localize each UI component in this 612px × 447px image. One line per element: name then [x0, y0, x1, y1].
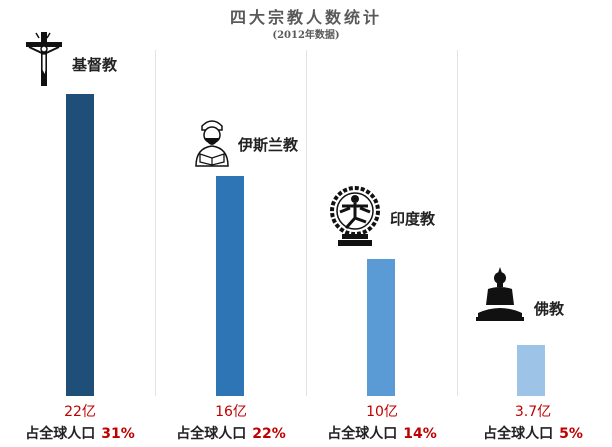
population-share: 占全球人口 14% — [307, 423, 457, 443]
chart-subtitle: (2012年数据) — [272, 30, 340, 41]
religion-name-christianity: 基督教 — [72, 56, 118, 74]
share-percent: 14% — [403, 426, 437, 442]
column-divider — [155, 50, 156, 396]
share-percent: 5% — [559, 426, 583, 442]
buddha-icon — [476, 267, 524, 321]
religion-name-islam: 伊斯兰教 — [238, 136, 299, 154]
bar-buddhism — [517, 345, 545, 396]
share-percent: 22% — [252, 426, 286, 442]
bar-christianity — [66, 94, 94, 396]
population-share: 占全球人口 31% — [5, 423, 155, 443]
religion-name-buddhism: 佛教 — [534, 300, 565, 318]
bar-hinduism — [367, 258, 395, 396]
value-label: 16亿 — [215, 404, 247, 420]
population-share: 占全球人口 22% — [156, 423, 306, 443]
population-share: 占全球人口 5% — [458, 423, 608, 443]
share-label: 占全球人口 — [25, 426, 96, 442]
share-label: 占全球人口 — [176, 426, 247, 442]
share-label: 占全球人口 — [327, 426, 398, 442]
share-percent: 31% — [101, 426, 135, 442]
muslim-reader-icon — [195, 120, 229, 167]
value-label: 3.7亿 — [514, 404, 552, 420]
crucifix-icon — [26, 32, 62, 86]
nataraja-icon — [330, 186, 380, 246]
column-divider — [457, 50, 458, 396]
value-label: 10亿 — [366, 404, 398, 420]
share-label: 占全球人口 — [483, 426, 554, 442]
bar-islam — [216, 176, 244, 396]
chart-title: 四大宗教人数统计 — [229, 8, 382, 27]
value-label: 22亿 — [64, 404, 96, 420]
column-divider — [306, 50, 307, 396]
religion-name-hinduism: 印度教 — [390, 210, 436, 228]
